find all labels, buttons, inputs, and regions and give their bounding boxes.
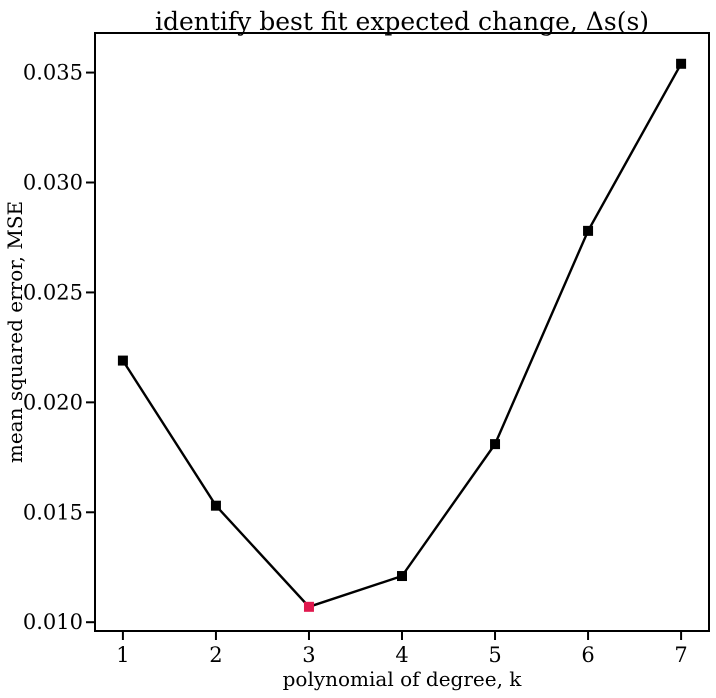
x-tick-label: 2: [209, 643, 222, 667]
y-tick-label: 0.010: [23, 610, 83, 634]
x-tick-label: 3: [302, 643, 315, 667]
y-tick-label: 0.020: [23, 390, 83, 414]
x-tick-label: 6: [581, 643, 594, 667]
y-axis: 0.010 0.015 0.020 0.025 0.030 0.035: [23, 61, 95, 634]
y-tick-label: 0.030: [23, 171, 83, 195]
data-point: [676, 58, 687, 69]
data-point: [117, 355, 128, 366]
series-group: [117, 58, 687, 612]
x-tick-label: 1: [116, 643, 129, 667]
y-tick-label: 0.025: [23, 280, 83, 304]
data-point: [210, 500, 221, 511]
data-point: [490, 439, 501, 450]
x-tick-label: 5: [488, 643, 501, 667]
x-axis-label: polynomial of degree, k: [283, 667, 523, 691]
x-axis: 1 2 3 4 5 6 7: [116, 631, 688, 667]
data-point: [397, 571, 407, 582]
highlight-point: [303, 601, 314, 612]
y-axis-label: mean squared error, MSE: [3, 201, 27, 463]
data-point: [583, 225, 594, 236]
y-tick-label: 0.015: [23, 500, 83, 524]
x-tick-label: 4: [395, 643, 408, 667]
chart-title: identify best fit expected change, Δs(s): [155, 7, 649, 36]
x-tick-label: 7: [674, 643, 687, 667]
plot-frame: [94, 32, 710, 632]
y-tick-label: 0.035: [23, 61, 83, 85]
series-line: [121, 63, 683, 609]
